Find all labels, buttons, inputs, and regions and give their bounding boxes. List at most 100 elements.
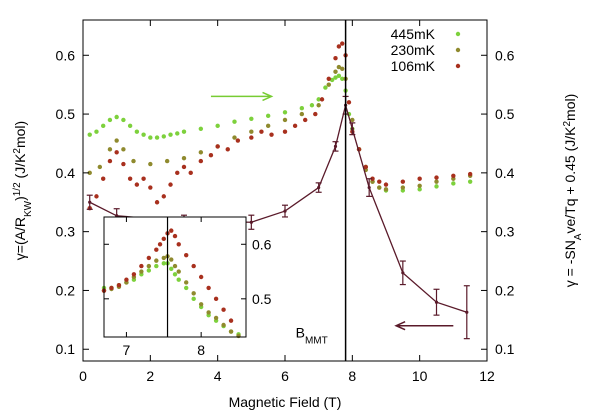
data-point	[340, 41, 345, 46]
inset-data-point	[191, 296, 196, 302]
inset-data-point	[109, 285, 114, 291]
data-point	[333, 144, 338, 149]
data-point	[401, 271, 405, 275]
inset-data-point	[161, 255, 166, 261]
data-point	[417, 183, 422, 188]
legend-marker	[455, 31, 461, 37]
data-point	[377, 185, 382, 190]
data-point	[467, 179, 473, 184]
x-axis-label: Magnetic Field (T)	[229, 394, 342, 410]
data-point	[121, 147, 126, 152]
inset-data-point	[213, 296, 219, 302]
data-point	[400, 185, 406, 190]
data-point	[188, 170, 193, 176]
data-point	[333, 75, 338, 80]
main-axis-ticks: 0 2 4 6 8 10 120.1 0.10.2 0.20.3 0.30.4 0.40.5 0.50…	[56, 20, 515, 384]
data-point	[336, 44, 342, 49]
inset-x-tick-label: 8	[197, 342, 205, 358]
inset-data-point	[146, 263, 152, 269]
data-point	[134, 129, 140, 134]
data-point	[417, 187, 422, 192]
data-point	[94, 129, 99, 134]
data-point	[370, 176, 375, 181]
data-point	[232, 135, 237, 140]
inset-data-point	[221, 307, 226, 312]
data-point	[168, 182, 173, 187]
y-tick-label-right: 0.1	[495, 341, 515, 357]
data-point	[434, 175, 439, 180]
data-point	[121, 161, 126, 167]
x-tick-label: 12	[479, 368, 495, 384]
data-point	[107, 158, 113, 164]
data-point	[235, 138, 241, 143]
data-point	[198, 150, 204, 155]
y-tick-label-right: 0.3	[495, 224, 515, 240]
data-point	[114, 150, 119, 155]
data-point	[161, 134, 166, 139]
data-point	[249, 220, 253, 224]
data-point	[282, 117, 288, 123]
inset-data-point	[221, 322, 226, 328]
data-point	[340, 76, 345, 81]
inset-data-point	[131, 272, 137, 277]
inset-data-point	[161, 261, 166, 266]
inset-data-point	[172, 233, 178, 239]
data-point	[383, 182, 389, 187]
legend-label: 106mK	[391, 58, 436, 74]
inset-data-point	[198, 302, 204, 307]
inset-data-point	[161, 236, 166, 242]
data-point	[265, 123, 271, 129]
y-tick-label-left: 0.3	[56, 224, 76, 240]
inset-data-point	[139, 269, 144, 274]
data-point	[114, 138, 119, 143]
inset-data-point	[154, 263, 159, 269]
data-point	[333, 56, 338, 61]
x-tick-label: 0	[79, 368, 87, 384]
data-point	[265, 113, 271, 119]
data-point	[148, 161, 153, 167]
inset-data-point	[176, 277, 181, 282]
x-tick-label: 4	[214, 368, 222, 384]
data-point	[127, 123, 133, 129]
y-tick-label-left: 0.6	[56, 47, 76, 63]
data-point	[317, 185, 321, 190]
data-point	[87, 132, 92, 137]
data-point	[87, 170, 92, 176]
data-point	[350, 117, 355, 123]
data-point	[168, 132, 173, 137]
inset-data-point	[184, 285, 189, 291]
x-tick-label: 8	[348, 368, 356, 384]
inset-frame	[103, 216, 247, 338]
inset-axis-ticks: 7 8 0.5 0.6	[104, 217, 272, 358]
data-point	[101, 123, 106, 129]
inset-data-point	[206, 310, 211, 315]
data-point	[465, 310, 469, 314]
bmmt-label: BMMT	[296, 324, 328, 346]
inset-data-point	[176, 242, 181, 247]
data-point	[383, 187, 389, 192]
inset-data-point	[184, 252, 189, 258]
data-point	[434, 184, 439, 189]
inset-data-point	[184, 280, 189, 285]
data-point	[121, 117, 126, 123]
data-point	[316, 103, 321, 108]
data-point	[319, 97, 325, 102]
data-point	[400, 179, 406, 184]
data-point	[299, 111, 305, 117]
inset-data-point	[228, 318, 234, 323]
data-point	[309, 103, 315, 108]
inset-data-point	[146, 268, 152, 273]
data-point	[249, 135, 254, 140]
data-point	[451, 181, 456, 186]
inset-series-layer	[101, 228, 241, 339]
axis-arrows	[210, 91, 454, 331]
data-point	[161, 194, 166, 199]
data-point	[367, 185, 371, 190]
y-tick-label-left: 0.1	[56, 341, 76, 357]
data-point	[198, 126, 204, 131]
inset-data-point	[169, 257, 174, 262]
data-point	[249, 129, 254, 134]
data-point	[215, 144, 220, 149]
data-point	[283, 209, 287, 213]
